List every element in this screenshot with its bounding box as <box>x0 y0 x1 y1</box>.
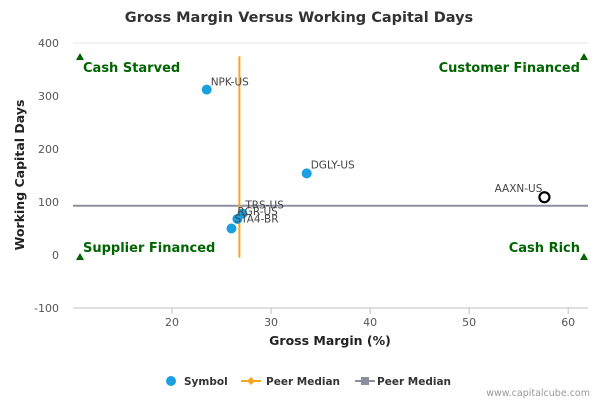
quadrant-labels: Cash Starved Customer Financed Supplier … <box>76 53 588 260</box>
y-tick-label: 100 <box>38 196 59 209</box>
x-tick-label: 60 <box>561 316 575 329</box>
y-axis-ticks: -100 0 100 200 300 400 <box>34 37 59 315</box>
y-tick-label: 400 <box>38 37 59 50</box>
y-axis-title: Working Capital Days <box>12 100 27 251</box>
data-point-label: RGR-US <box>237 206 278 218</box>
x-tick-label: 20 <box>165 316 179 329</box>
legend-symbol-marker[interactable] <box>166 376 176 386</box>
quadrant-label-bottom-left: Supplier Financed <box>83 241 215 256</box>
legend-peer-median-label-1[interactable]: Peer Median <box>266 376 340 388</box>
x-tick-label: 30 <box>264 316 278 329</box>
credit-text: www.capitalcube.com <box>486 388 590 399</box>
legend-symbol-label[interactable]: Symbol <box>184 376 228 388</box>
x-axis-ticks: 20 30 40 50 60 <box>165 308 575 329</box>
chart-title: Gross Margin Versus Working Capital Days <box>125 10 473 26</box>
quadrant-marker-bottom-right <box>580 253 588 260</box>
quadrant-label-top-left: Cash Starved <box>83 61 180 76</box>
x-tick-label: 40 <box>363 316 377 329</box>
quadrant-marker-bottom-left <box>76 253 84 260</box>
x-axis-title: Gross Margin (%) <box>269 333 391 348</box>
data-point-label: DGLY-US <box>311 159 355 171</box>
y-tick-label: 300 <box>38 90 59 103</box>
quadrant-marker-top-right <box>580 53 588 60</box>
data-point[interactable] <box>538 191 551 204</box>
quadrant-marker-top-left <box>76 53 84 60</box>
data-point[interactable] <box>201 84 212 95</box>
quadrant-label-bottom-right: Cash Rich <box>509 241 580 256</box>
data-point[interactable] <box>232 213 243 224</box>
x-tick-label: 50 <box>462 316 476 329</box>
legend-peer-median-marker-2[interactable] <box>361 377 369 385</box>
data-point-label: STA4-BR <box>234 214 278 226</box>
y-tick-label: -100 <box>34 302 59 315</box>
y-tick-label: 200 <box>38 143 59 156</box>
data-point-label: NPK-US <box>211 77 249 89</box>
data-point[interactable] <box>226 223 237 234</box>
data-point[interactable] <box>301 168 312 179</box>
data-point-label: TRS-US <box>244 200 284 212</box>
y-tick-label: 0 <box>52 249 59 262</box>
quadrant-label-top-right: Customer Financed <box>439 61 580 76</box>
legend-peer-median-marker-1[interactable] <box>247 377 255 385</box>
legend: Symbol Peer Median Peer Median <box>166 376 451 388</box>
data-point-label: AAXN-US <box>495 183 543 195</box>
legend-peer-median-label-2[interactable]: Peer Median <box>377 376 451 388</box>
